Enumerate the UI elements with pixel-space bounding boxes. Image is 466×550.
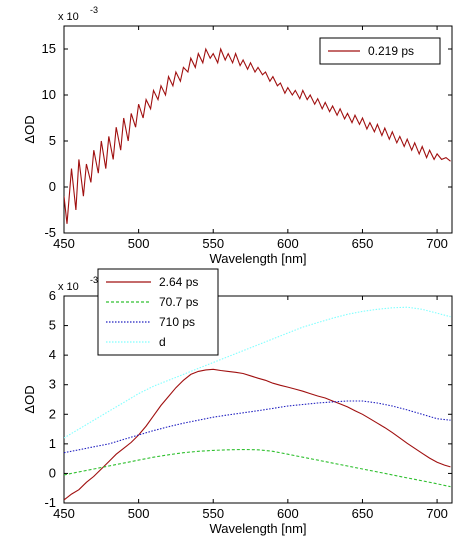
y-axis-label: ΔOD [22,115,37,143]
series-line-1 [64,448,451,488]
y-tick-label: 5 [49,133,56,148]
x-tick-label: 450 [53,236,75,251]
y-exponent: -3 [90,5,98,15]
y-exponent: -3 [90,275,98,285]
y-tick-label: 2 [49,406,56,421]
y-tick-label: -5 [44,225,56,240]
x-tick-label: 550 [202,236,224,251]
x-tick-label: 600 [277,236,299,251]
y-tick-label: 5 [49,318,56,333]
y-tick-label: 1 [49,436,56,451]
legend-label-1: 70.7 ps [159,295,198,309]
legend-label-2: 710 ps [159,315,195,329]
bottom-plot: 450 500 550 600 650 700 -1 0 1 2 3 4 5 6 Wavelength [n… [22,268,453,536]
y-tick-label: 0 [49,179,56,194]
y-tick-label: 0 [49,465,56,480]
x-tick-label: 650 [352,236,374,251]
y-tick-label: 10 [42,87,56,102]
series-group [64,47,451,224]
top-plot: 450 500 550 600 650 700 -5 0 5 10 15 Wavelength [nm… [22,5,453,266]
y-tick-label: 3 [49,377,56,392]
legend-label-3: d [159,335,166,349]
y-tick-label: 4 [49,347,56,362]
x-tick-label: 550 [202,506,224,521]
y-tick-label: -1 [44,495,56,510]
legend-label-0: 2.64 ps [159,275,198,289]
y-axis-label: ΔOD [22,385,37,413]
legend: 2.64 ps 70.7 ps 710 ps d [97,268,219,356]
series-line-0 [64,47,451,224]
series-line-3 [64,306,451,439]
x-tick-label: 700 [426,236,448,251]
legend-box [319,37,441,65]
y-tick-label: 6 [49,288,56,303]
legend-label-0: 0.219 ps [368,44,414,58]
series-group [64,306,451,501]
series-line-0 [64,368,451,501]
x-tick-label: 700 [426,506,448,521]
y-tick-label: 15 [42,41,56,56]
x-tick-label: 600 [277,506,299,521]
series-line-2 [64,400,451,454]
legend-box [97,268,219,356]
x-tick-label: 650 [352,506,374,521]
y-multiplier: x 10 [58,11,79,23]
x-axis-label: Wavelength [nm] [209,251,306,266]
x-tick-label: 500 [128,236,150,251]
y-multiplier: x 10 [58,281,79,293]
x-tick-label: 450 [53,506,75,521]
x-tick-label: 500 [128,506,150,521]
legend: 0.219 ps [319,37,441,65]
x-axis-label: Wavelength [nm] [209,521,306,536]
